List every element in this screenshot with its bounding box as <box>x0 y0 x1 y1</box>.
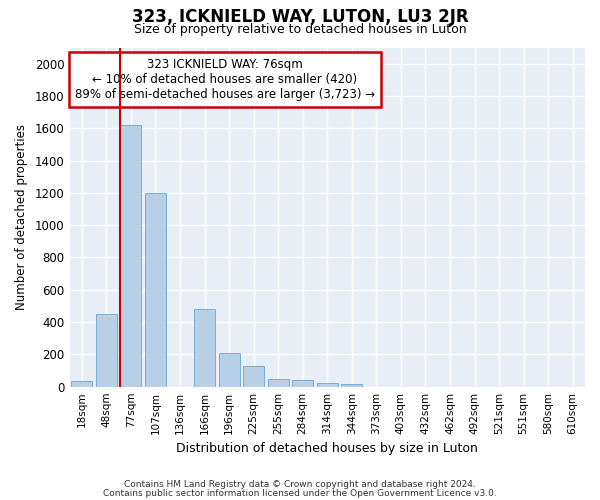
Bar <box>96 314 117 386</box>
Text: Contains HM Land Registry data © Crown copyright and database right 2024.: Contains HM Land Registry data © Crown c… <box>124 480 476 489</box>
Text: 323 ICKNIELD WAY: 76sqm
← 10% of detached houses are smaller (420)
89% of semi-d: 323 ICKNIELD WAY: 76sqm ← 10% of detache… <box>75 58 375 100</box>
Text: Contains public sector information licensed under the Open Government Licence v3: Contains public sector information licen… <box>103 488 497 498</box>
Bar <box>268 378 289 386</box>
Bar <box>145 193 166 386</box>
Bar <box>218 353 239 386</box>
Bar <box>341 384 362 386</box>
Bar <box>292 380 313 386</box>
Text: 323, ICKNIELD WAY, LUTON, LU3 2JR: 323, ICKNIELD WAY, LUTON, LU3 2JR <box>131 8 469 26</box>
X-axis label: Distribution of detached houses by size in Luton: Distribution of detached houses by size … <box>176 442 478 455</box>
Bar <box>194 309 215 386</box>
Y-axis label: Number of detached properties: Number of detached properties <box>15 124 28 310</box>
Bar <box>71 381 92 386</box>
Text: Size of property relative to detached houses in Luton: Size of property relative to detached ho… <box>134 22 466 36</box>
Bar <box>121 125 142 386</box>
Bar <box>317 382 338 386</box>
Bar <box>243 366 264 386</box>
